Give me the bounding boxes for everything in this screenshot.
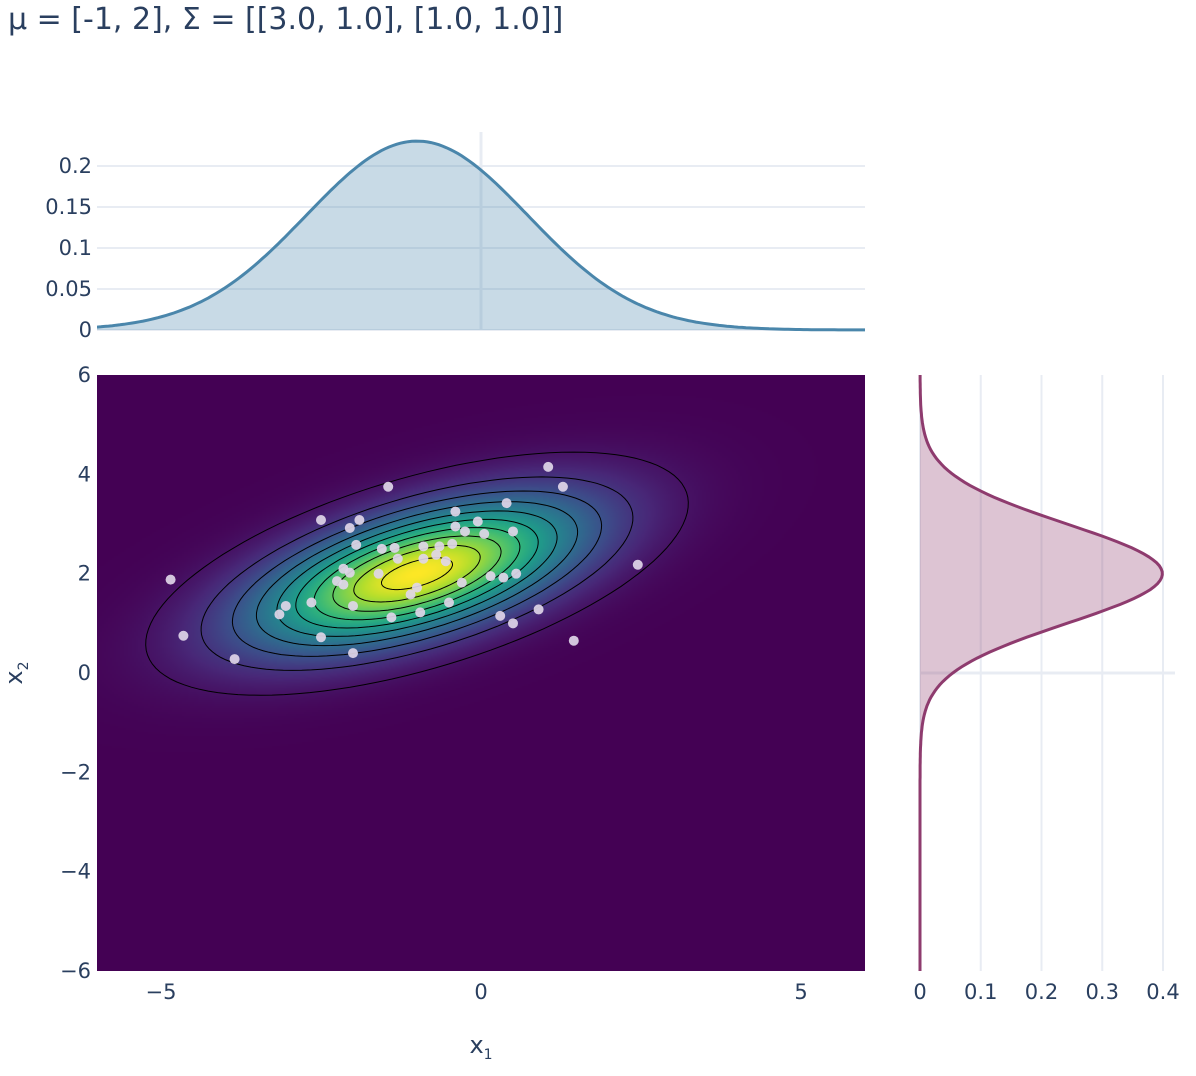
right-marginal-x-ticks: 0 0.1 0.2 0.3 0.4 [913,980,1179,1004]
joint-y-ticks: −6 −4 −2 0 2 4 6 [60,363,91,983]
y-tick-label: 2 [78,562,91,586]
top-marginal-line [97,139,865,332]
x-tick-label: 5 [794,980,807,1004]
density-contours [145,451,689,696]
sample-point [511,568,522,579]
sample-point [456,577,467,588]
right-marginal-area [920,375,1163,971]
contour-line [295,518,539,629]
contour-line [332,535,502,612]
sample-point [568,635,579,646]
sample-point [229,654,240,665]
sample-point [338,579,349,590]
sample-point [479,528,490,539]
top-marginal-panel: 0 0.05 0.1 0.15 0.2 [45,132,865,342]
x-tick-label: 0.4 [1146,980,1179,1004]
sample-point [344,567,355,578]
y-tick-label: 4 [78,462,91,486]
x-tick-label: 0 [913,980,926,1004]
sample-point [498,572,509,583]
y-tick-label: 0 [78,661,91,685]
sample-point [306,597,317,608]
right-marginal-gridlines [919,375,1175,971]
top-marginal-area [97,141,865,330]
x-axis-title: x1 [469,1031,492,1063]
sample-point [392,553,403,564]
y-tick-label: −2 [60,760,91,784]
sample-point [383,481,394,492]
sample-point [543,461,554,472]
sample-point [495,610,506,621]
sample-point [431,549,442,560]
joint-x-ticks: −5 0 5 [146,980,808,1004]
sample-points [165,461,643,665]
x-tick-label: 0.3 [1086,980,1119,1004]
contour-line [255,501,579,647]
y-axis-title: x2 [0,661,32,684]
top-marginal-y-ticks: 0 0.05 0.1 0.15 0.2 [45,154,92,342]
sample-point [485,571,496,582]
sample-point [557,481,568,492]
y-tick-label: 0 [79,318,92,342]
contour-line [381,557,453,591]
sample-point [444,597,454,608]
sample-point [415,607,426,618]
sample-point [533,604,544,615]
sample-point [418,541,429,552]
sample-point [508,618,518,629]
x-tick-label: 0.2 [1025,980,1058,1004]
y-tick-label: −4 [60,860,91,884]
sample-point [501,498,512,509]
joint-panel: −5 0 5 −6 −4 −2 0 2 4 6 x1 x2 [0,363,865,1063]
y-tick-label: 0.15 [45,195,92,219]
sample-point [376,543,387,554]
sample-point [440,556,451,567]
sample-point [373,568,384,579]
sample-point [472,516,483,527]
x-tick-label: 0 [474,980,487,1004]
sample-point [274,609,285,620]
sample-point [344,522,355,533]
x-tick-label: −5 [146,980,177,1004]
sample-point [447,538,458,549]
y-tick-label: 0.2 [59,154,92,178]
sample-point [434,541,445,552]
density-heatmap [97,375,865,971]
x-tick-label: 0.1 [964,980,997,1004]
sample-point [508,526,518,537]
sample-point [450,506,461,517]
sample-point [450,521,461,532]
sample-point [165,574,176,585]
y-tick-label: 0.1 [59,236,92,260]
sample-point [412,582,422,593]
right-marginal-panel: 0 0.1 0.2 0.3 0.4 [913,375,1180,1004]
y-tick-label: −6 [60,959,91,983]
sample-point [460,526,470,537]
sample-point [389,542,400,553]
chart-title: μ = [-1, 2], Σ = [[3.0, 1.0], [1.0, 1.0]… [8,2,564,37]
sample-point [316,632,326,643]
sample-point [354,515,365,526]
sample-point [351,539,362,550]
contour-line [200,476,634,671]
sample-point [178,630,189,641]
contour-line [145,451,689,696]
y-tick-label: 0.05 [45,277,92,301]
sample-point [348,600,358,611]
sample-point [405,589,416,600]
sample-point [418,553,429,564]
sample-point [348,648,358,659]
sample-point [386,612,397,623]
sample-point [280,600,291,611]
contour-line [231,490,603,657]
sample-point [316,515,326,526]
y-tick-label: 6 [78,363,91,387]
right-marginal-line [918,375,1164,971]
sample-point [632,559,643,570]
